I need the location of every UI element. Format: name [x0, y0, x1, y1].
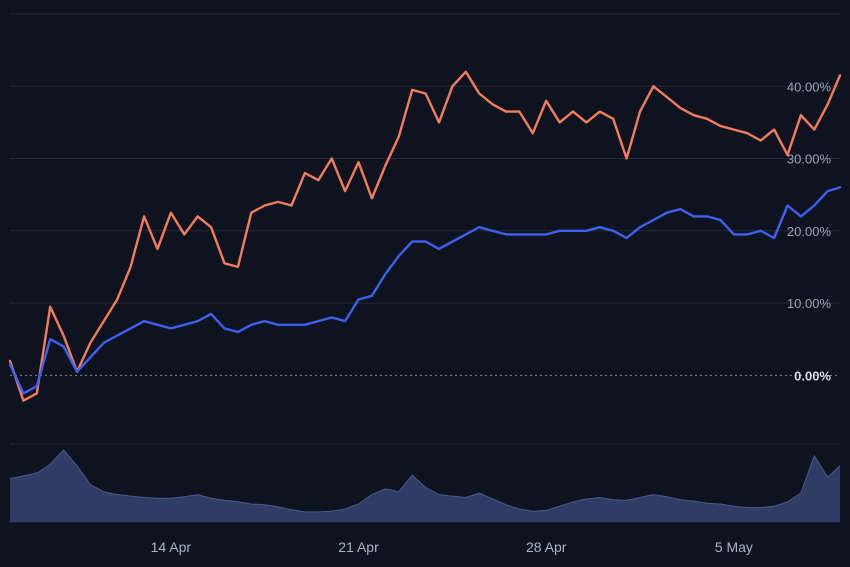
y-tick-label: 40.00%	[787, 79, 832, 94]
y-tick-label: 30.00%	[787, 152, 832, 167]
y-axis: 0.00% 10.00% 20.00% 30.00% 40.00%	[787, 79, 832, 383]
x-tick-label: 14 Apr	[151, 539, 192, 555]
volume-layer	[9, 449, 841, 522]
series-line-1	[8, 70, 842, 402]
x-axis: 14 Apr 21 Apr 28 Apr 5 May	[151, 539, 753, 555]
volume-outline	[9, 449, 841, 513]
y-tick-label: 10.00%	[787, 296, 832, 311]
series-line-2	[8, 186, 842, 395]
y-tick-label: 0.00%	[794, 368, 831, 383]
x-tick-label: 5 May	[715, 539, 753, 555]
y-tick-label: 20.00%	[787, 224, 832, 239]
x-tick-label: 21 Apr	[338, 539, 379, 555]
x-tick-label: 28 Apr	[526, 539, 567, 555]
volume-area	[10, 450, 840, 522]
series-layer	[8, 70, 842, 402]
